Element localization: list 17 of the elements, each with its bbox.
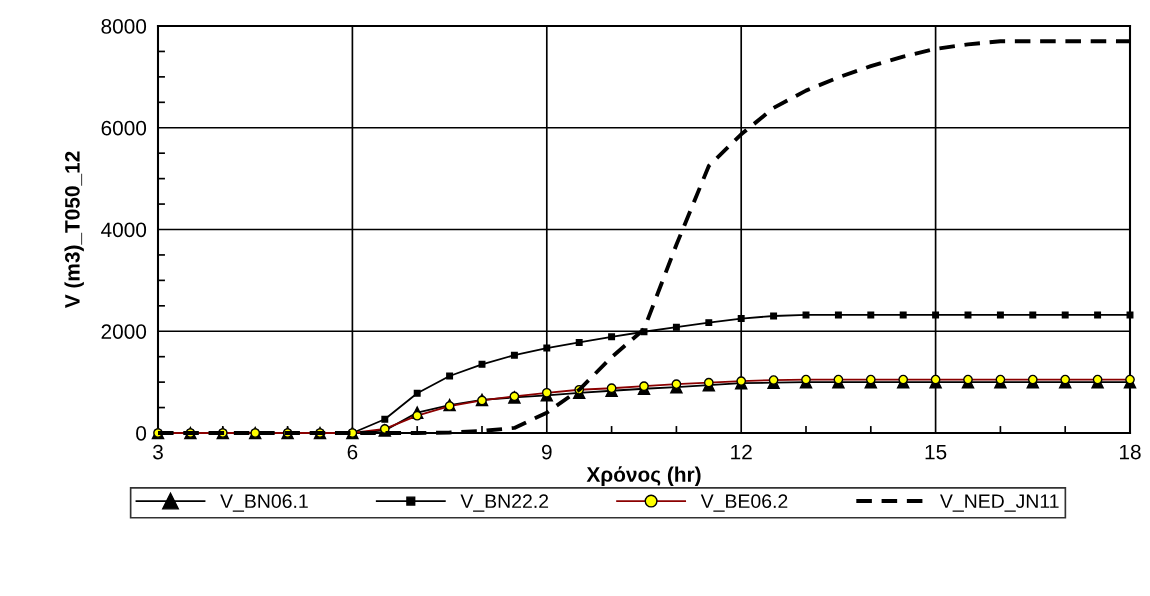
y-tick-label: 8000 xyxy=(101,19,147,34)
x-axis-title: Χρόνος (hr) xyxy=(586,466,701,486)
legend-label: V_BN06.1 xyxy=(220,494,308,512)
x-tick-label: 12 xyxy=(731,444,752,460)
legend-label: V_NED_JN11 xyxy=(940,494,1059,512)
x-tick-label: 9 xyxy=(541,444,552,460)
legend-label: V_BE06.2 xyxy=(700,494,788,512)
x-tick-label: 6 xyxy=(347,444,358,460)
x-tick-label: 15 xyxy=(925,444,947,460)
x-tick-label: 18 xyxy=(1120,444,1141,460)
y-tick-label: 6000 xyxy=(101,120,147,136)
y-axis-title: V (m3)_T050_12 xyxy=(64,151,84,309)
y-tick-label: 4000 xyxy=(101,222,147,238)
x-tick-label: 3 xyxy=(153,444,163,460)
legend-label: V_BN22.2 xyxy=(460,494,549,512)
y-tick-label: 2000 xyxy=(101,324,147,339)
y-tick-label: 0 xyxy=(136,426,147,441)
